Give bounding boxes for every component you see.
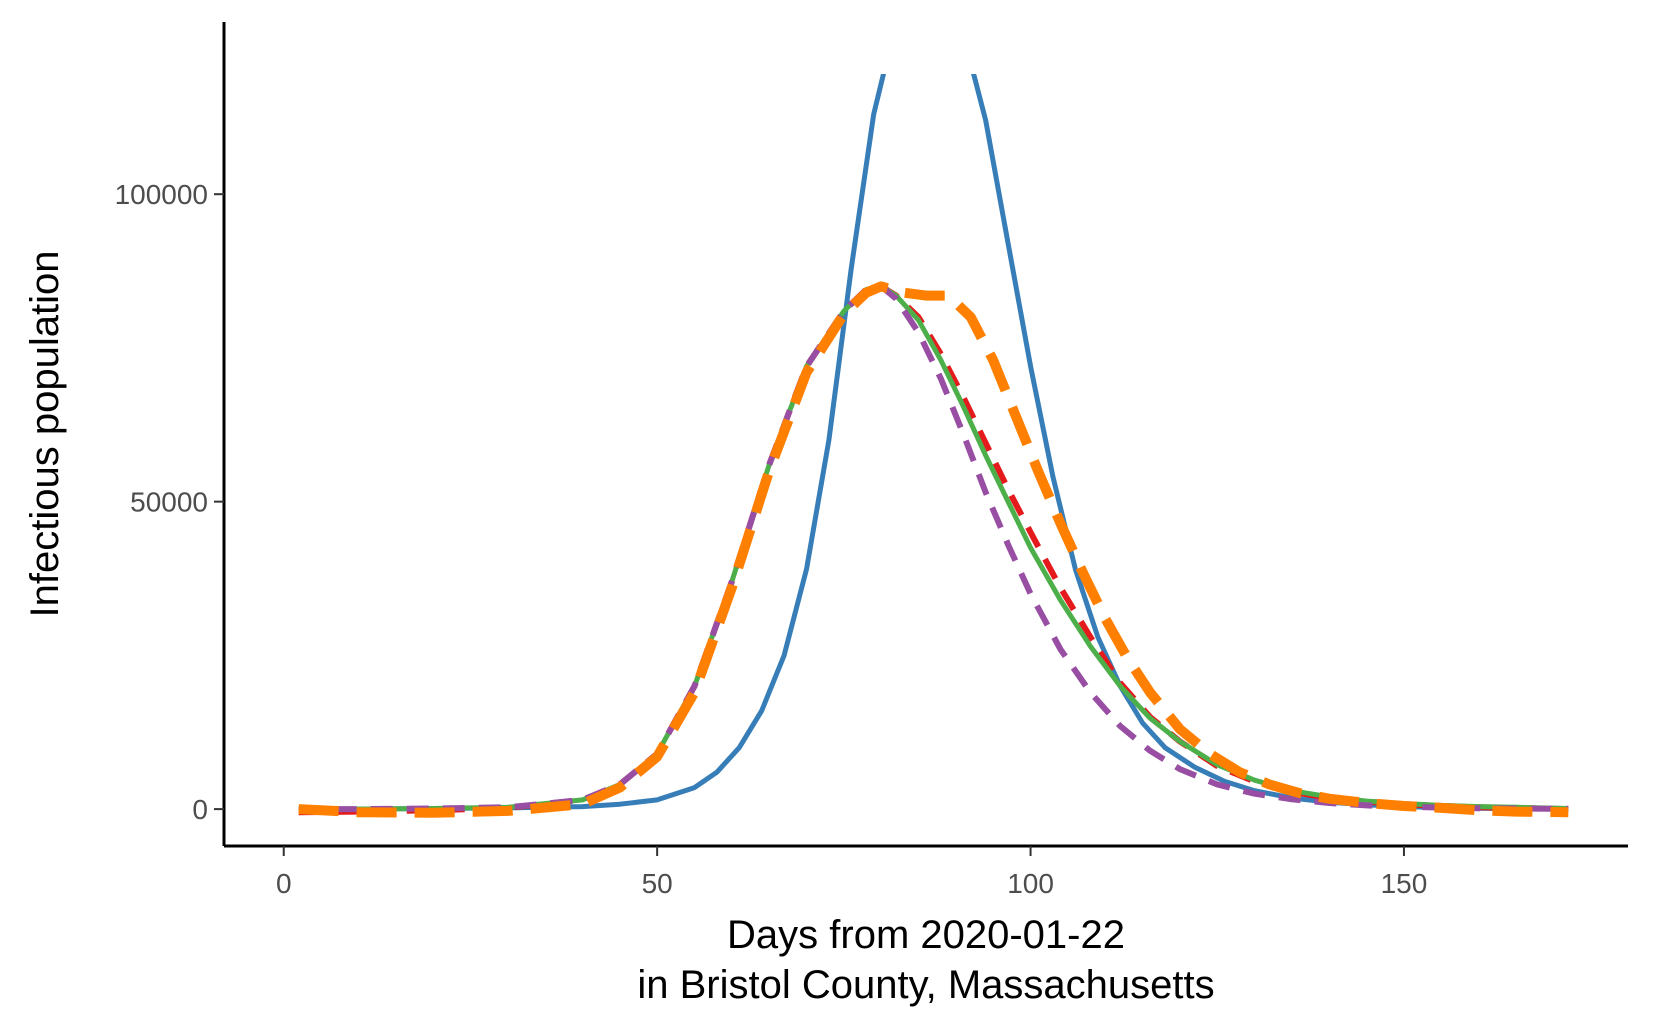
y-tick-label: 0	[192, 794, 208, 825]
series-lines	[298, 74, 1569, 818]
series-line-2	[298, 283, 1569, 816]
series-line-4	[298, 283, 1569, 813]
series-line-3	[298, 283, 1569, 812]
axes	[222, 22, 1628, 848]
series-line-1	[298, 74, 1569, 812]
x-tick-label: 50	[642, 868, 673, 899]
x-axis-title-line2: in Bristol County, Massachusetts	[637, 963, 1214, 1007]
x-axis-title-line1: Days from 2020-01-22	[727, 913, 1125, 957]
x-tick-label: 0	[276, 868, 292, 899]
x-tick-label: 100	[1007, 868, 1054, 899]
series-line-5	[298, 281, 1569, 818]
ticks: 0 50 100 150 0 50000 100000	[115, 179, 1428, 899]
y-tick-label: 100000	[115, 179, 208, 210]
x-tick-label: 150	[1381, 868, 1428, 899]
y-tick-label: 50000	[130, 487, 208, 518]
y-axis-title: Infectious population	[23, 251, 67, 618]
